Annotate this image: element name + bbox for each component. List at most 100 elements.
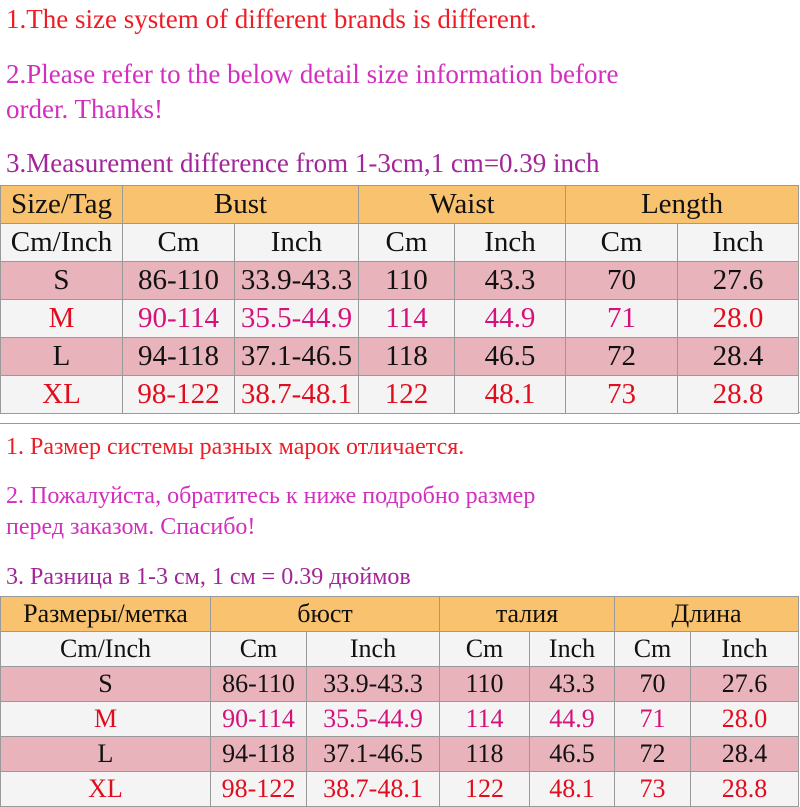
- table-cell: 118: [439, 736, 530, 772]
- table-row: XL 98-122 38.7-48.1 122 48.1 73 28.8: [0, 375, 800, 414]
- note-brand-size-system-ru: 1. Размер системы разных марок отличаетс…: [6, 434, 465, 460]
- unit-cell: Inch: [453, 223, 567, 262]
- table-cell: 73: [565, 375, 679, 414]
- note-brand-size-system: 1.The size system of different brands is…: [6, 4, 537, 34]
- size-label: XL: [0, 771, 211, 807]
- table-row: M 90-114 35.5-44.9 114 44.9 71 28.0: [0, 299, 800, 338]
- table-cell: 110: [358, 261, 455, 300]
- header-length: Длина: [614, 596, 800, 632]
- table-cell: 27.6: [677, 261, 800, 300]
- table-cell: 114: [358, 299, 455, 338]
- table-cell: 72: [565, 337, 679, 376]
- unit-cell: Inch: [306, 631, 440, 667]
- table-cell: 71: [614, 701, 692, 737]
- unit-cell: Cm: [358, 223, 455, 262]
- table-row: S 86-110 33.9-43.3 110 43.3 70 27.6: [0, 666, 800, 702]
- table-cell: 44.9: [528, 701, 616, 737]
- size-label: M: [0, 701, 211, 737]
- size-chart-table: Size/Tag Bust Waist Length Cm/Inch Cm In…: [0, 185, 800, 414]
- table-cell: 37.1-46.5: [306, 736, 440, 772]
- size-label: XL: [0, 375, 123, 414]
- note-refer-size-info: 2.Please refer to the below detail size …: [6, 59, 619, 89]
- unit-cell: Inch: [528, 631, 616, 667]
- table-cell: 43.3: [453, 261, 567, 300]
- unit-cell: Inch: [234, 223, 359, 262]
- note-refer-size-info-ru: 2. Пожалуйста, обратитесь к ниже подробн…: [6, 483, 536, 509]
- table-cell: 38.7-48.1: [234, 375, 359, 414]
- header-bust: Bust: [122, 185, 359, 224]
- size-label: M: [0, 299, 123, 338]
- header-length: Length: [565, 185, 800, 224]
- unit-cell: Cm/Inch: [0, 631, 211, 667]
- table-header-row: Размеры/метка бюст талия Длина: [0, 596, 800, 632]
- note-refer-size-info-cont: order. Thanks!: [6, 94, 163, 124]
- table-cell: 46.5: [528, 736, 616, 772]
- header-bust: бюст: [210, 596, 440, 632]
- table-cell: 94-118: [122, 337, 235, 376]
- table-row: L 94-118 37.1-46.5 118 46.5 72 28.4: [0, 337, 800, 376]
- table-cell: 122: [358, 375, 455, 414]
- table-cell: 48.1: [453, 375, 567, 414]
- table-cell: 94-118: [210, 736, 307, 772]
- note-refer-size-info-cont-ru: перед заказом. Спасибо!: [6, 514, 256, 540]
- table-cell: 35.5-44.9: [234, 299, 359, 338]
- table-cell: 38.7-48.1: [306, 771, 440, 807]
- russian-size-panel: 1. Размер системы разных марок отличаетс…: [0, 423, 800, 807]
- table-cell: 90-114: [122, 299, 235, 338]
- unit-cell: Inch: [677, 223, 800, 262]
- table-cell: 98-122: [210, 771, 307, 807]
- size-label: S: [0, 261, 123, 300]
- unit-cell: Cm: [565, 223, 679, 262]
- header-size-tag: Размеры/метка: [0, 596, 211, 632]
- table-cell: 71: [565, 299, 679, 338]
- size-chart-table-ru: Размеры/метка бюст талия Длина Cm/Inch C…: [0, 596, 800, 807]
- table-cell: 27.6: [690, 666, 800, 702]
- unit-cell: Cm/Inch: [0, 223, 123, 262]
- note-measurement-difference-ru: 3. Разница в 1-3 см, 1 см = 0.39 дюймов: [6, 564, 411, 590]
- size-label: L: [0, 337, 123, 376]
- table-cell: 28.8: [677, 375, 800, 414]
- table-cell: 44.9: [453, 299, 567, 338]
- table-cell: 46.5: [453, 337, 567, 376]
- table-header-row: Size/Tag Bust Waist Length: [0, 185, 800, 224]
- table-cell: 86-110: [122, 261, 235, 300]
- table-row: XL 98-122 38.7-48.1 122 48.1 73 28.8: [0, 771, 800, 807]
- header-waist: Waist: [357, 185, 567, 224]
- table-cell: 35.5-44.9: [306, 701, 440, 737]
- table-cell: 43.3: [528, 666, 616, 702]
- table-row: L 94-118 37.1-46.5 118 46.5 72 28.4: [0, 736, 800, 772]
- unit-cell: Cm: [122, 223, 235, 262]
- table-cell: 90-114: [210, 701, 307, 737]
- english-size-panel: 1.The size system of different brands is…: [0, 4, 800, 414]
- size-label: S: [0, 666, 211, 702]
- table-cell: 86-110: [210, 666, 307, 702]
- table-unit-row: Cm/Inch Cm Inch Cm Inch Cm Inch: [0, 631, 800, 667]
- table-cell: 114: [439, 701, 530, 737]
- table-cell: 33.9-43.3: [306, 666, 440, 702]
- note-measurement-difference: 3.Measurement difference from 1-3cm,1 cm…: [6, 148, 600, 178]
- table-cell: 70: [614, 666, 692, 702]
- table-cell: 33.9-43.3: [234, 261, 359, 300]
- table-cell: 118: [358, 337, 455, 376]
- table-row: M 90-114 35.5-44.9 114 44.9 71 28.0: [0, 701, 800, 737]
- table-cell: 70: [565, 261, 679, 300]
- header-size-tag: Size/Tag: [0, 185, 123, 224]
- table-cell: 72: [614, 736, 692, 772]
- table-cell: 73: [614, 771, 692, 807]
- table-cell: 28.4: [677, 337, 800, 376]
- table-cell: 110: [439, 666, 530, 702]
- unit-cell: Cm: [614, 631, 692, 667]
- table-cell: 48.1: [528, 771, 616, 807]
- size-label: L: [0, 736, 211, 772]
- unit-cell: Cm: [210, 631, 307, 667]
- unit-cell: Cm: [439, 631, 530, 667]
- table-cell: 37.1-46.5: [234, 337, 359, 376]
- table-unit-row: Cm/Inch Cm Inch Cm Inch Cm Inch: [0, 223, 800, 262]
- table-cell: 122: [439, 771, 530, 807]
- table-row: S 86-110 33.9-43.3 110 43.3 70 27.6: [0, 261, 800, 300]
- header-waist: талия: [438, 596, 616, 632]
- table-cell: 98-122: [122, 375, 235, 414]
- table-cell: 28.8: [690, 771, 800, 807]
- unit-cell: Inch: [690, 631, 800, 667]
- table-cell: 28.0: [677, 299, 800, 338]
